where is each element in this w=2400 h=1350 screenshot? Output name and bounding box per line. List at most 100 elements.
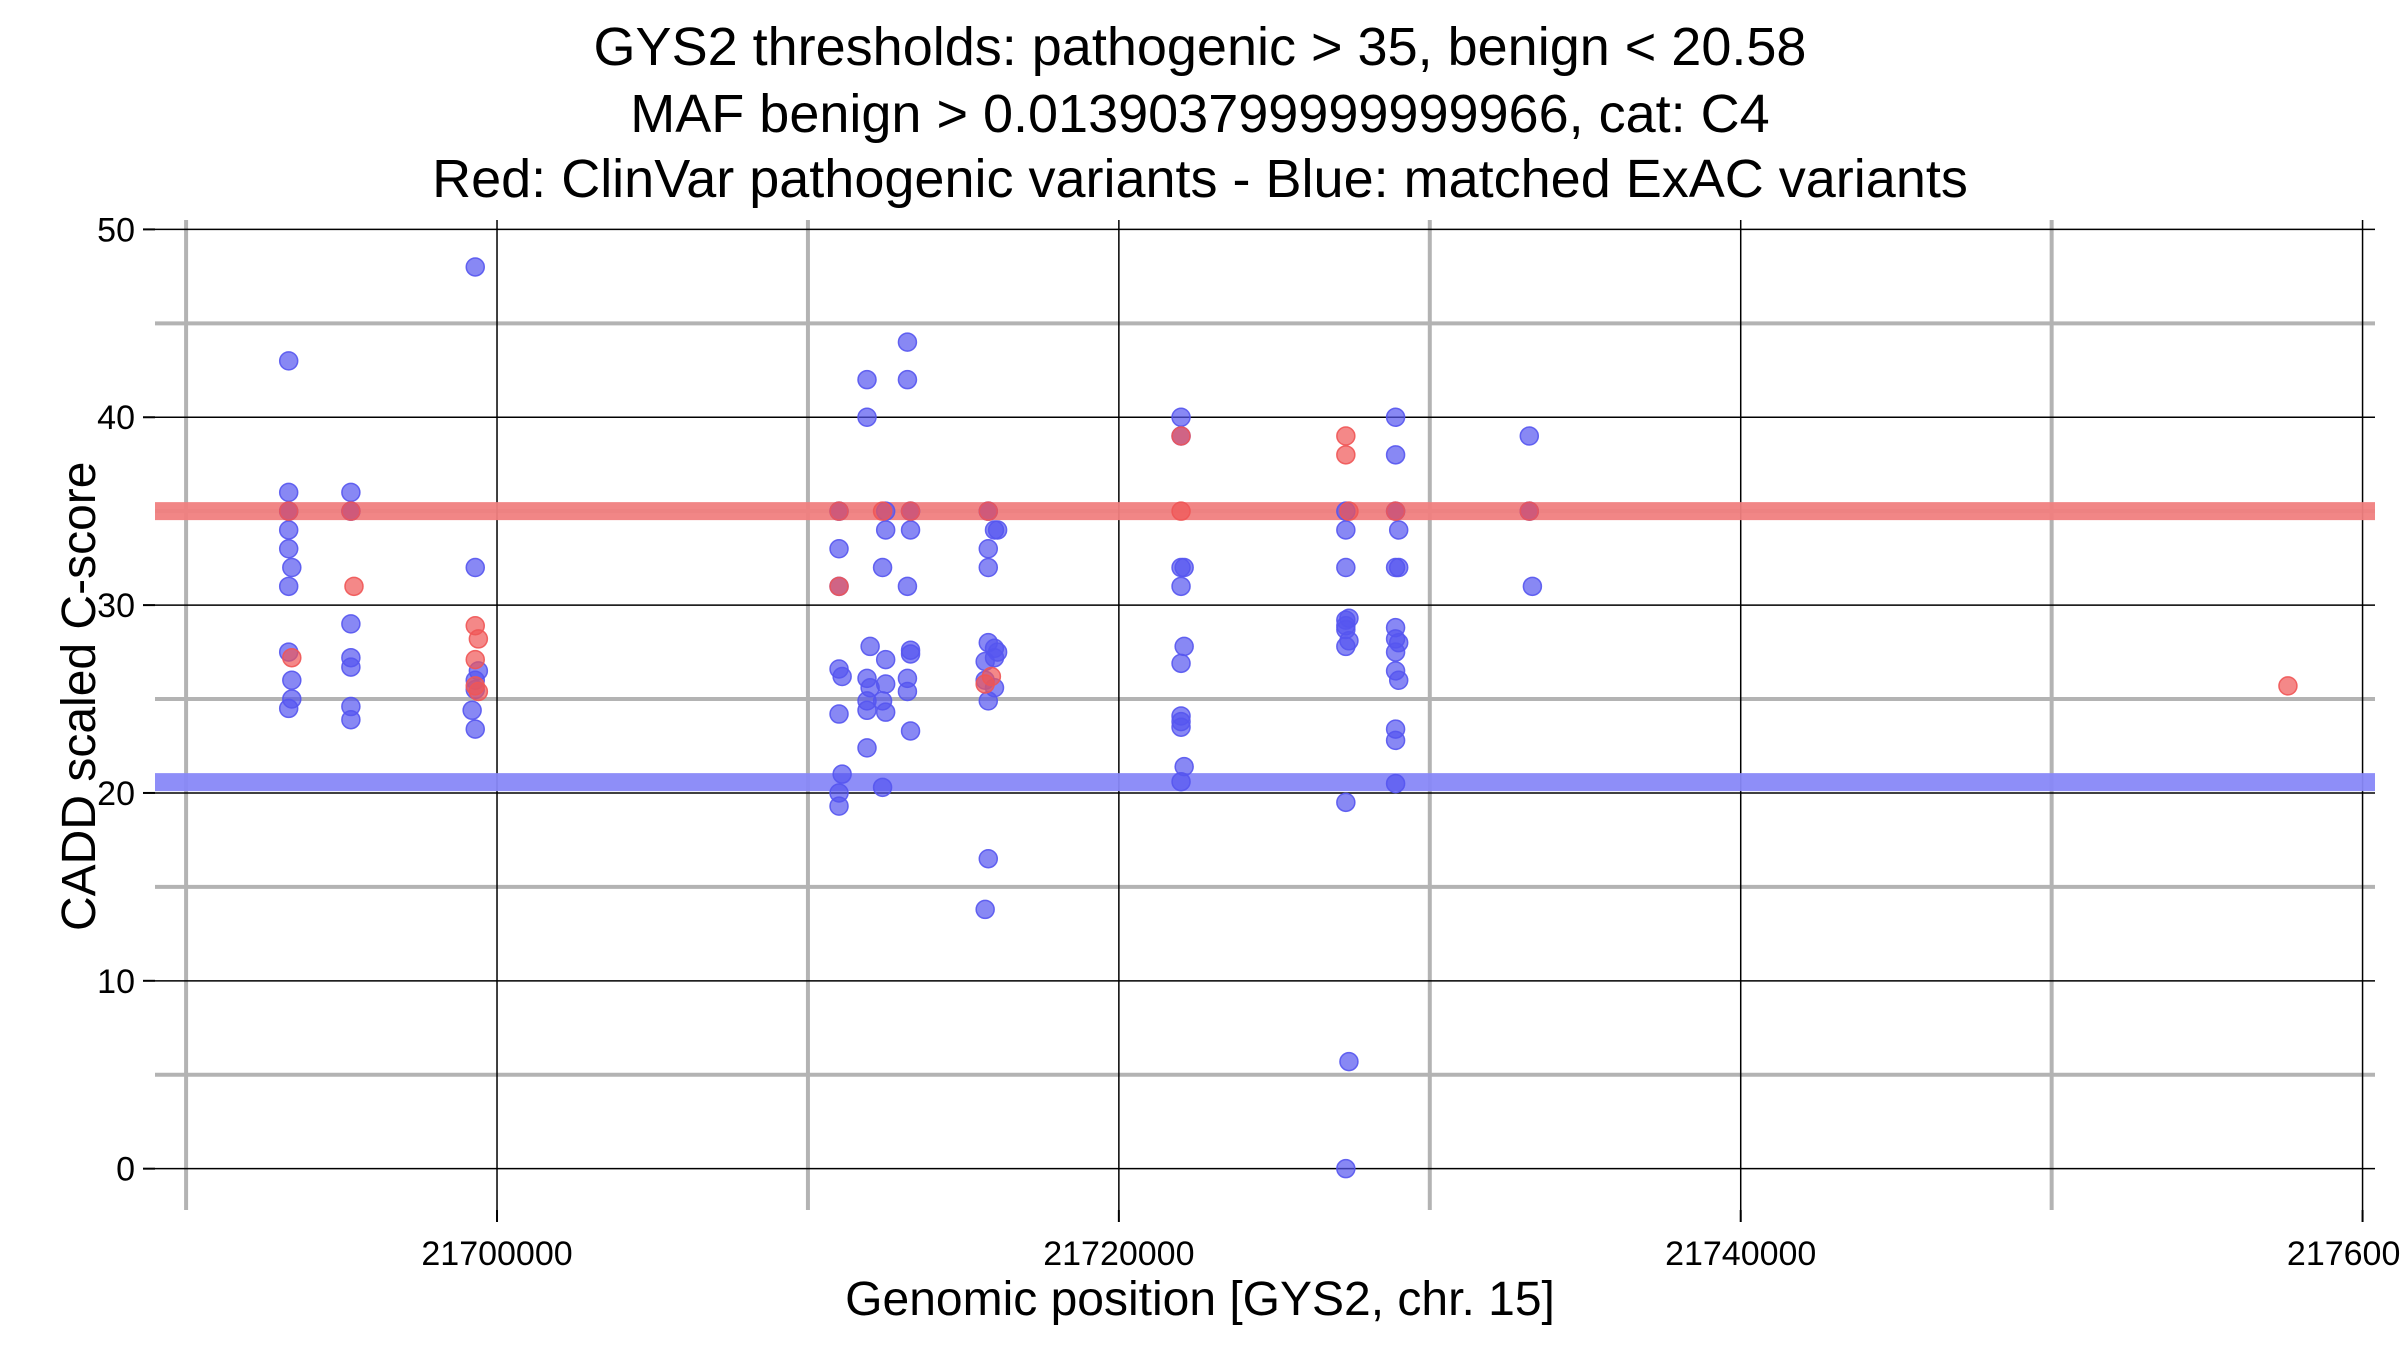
benign-variant-point xyxy=(875,674,896,694)
benign-variant-point xyxy=(1171,576,1191,597)
benign-variant-point xyxy=(875,702,896,722)
benign-variant-point xyxy=(832,764,852,784)
x-tick-label: 21760000 xyxy=(2287,1235,2400,1273)
pathogenic-variant-point xyxy=(468,681,489,702)
benign-variant-point xyxy=(278,482,299,503)
x-tick-label: 21700000 xyxy=(421,1235,572,1273)
benign-variant-point xyxy=(900,721,921,741)
benign-variant-point xyxy=(829,538,849,559)
pathogenic-variant-point xyxy=(2278,676,2298,696)
benign-variant-point xyxy=(857,369,877,390)
benign-variant-point xyxy=(897,681,918,702)
pathogenic-variant-point xyxy=(1336,426,1356,446)
pathogenic-variant-point xyxy=(468,629,489,649)
pathogenic-variant-point xyxy=(341,501,361,521)
benign-variant-point xyxy=(1174,557,1194,578)
benign-variant-point xyxy=(341,657,361,677)
y-tick-label: 0 xyxy=(116,1151,135,1189)
benign-variant-point xyxy=(1171,771,1191,792)
benign-variant-point xyxy=(829,796,849,816)
benign-variant-point xyxy=(278,520,299,540)
pathogenic-variant-point xyxy=(1385,501,1406,521)
pathogenic-variant-point xyxy=(829,576,849,597)
benign-variant-point xyxy=(282,557,302,578)
x-tick-label: 21720000 xyxy=(1043,1235,1194,1273)
benign-variant-point xyxy=(1522,576,1543,597)
benign-variant-point xyxy=(872,777,893,798)
pathogenic-variant-point xyxy=(1171,501,1191,521)
pathogenic-variant-point xyxy=(829,501,849,521)
benign-variant-point xyxy=(1174,636,1194,657)
benign-variant-point xyxy=(462,700,482,721)
benign-variant-point xyxy=(897,576,918,597)
benign-variant-point xyxy=(1388,557,1409,578)
chart-title-line-1: GYS2 thresholds: pathogenic > 35, benign… xyxy=(593,17,1807,77)
benign-variant-point xyxy=(857,407,877,427)
benign-variant-point xyxy=(875,520,896,540)
benign-variant-point xyxy=(978,557,999,578)
benign-variant-point xyxy=(978,691,999,711)
benign-variant-point xyxy=(1388,670,1409,690)
pathogenic-variant-point xyxy=(278,501,299,521)
benign-variant-point xyxy=(900,644,921,664)
chart-title-line-3: Red: ClinVar pathogenic variants - Blue:… xyxy=(432,149,1968,209)
benign-variant-point xyxy=(875,649,896,670)
benign-variant-point xyxy=(857,700,877,721)
benign-variant-point xyxy=(978,848,999,869)
benign-variant-point xyxy=(465,257,486,277)
benign-variant-point xyxy=(1171,407,1191,427)
benign-variant-point xyxy=(872,557,893,578)
pathogenic-variant-point xyxy=(1339,501,1359,521)
pathogenic-variant-point xyxy=(282,647,302,668)
benign-variant-point xyxy=(1385,445,1406,465)
benign-variant-point xyxy=(341,482,361,503)
y-tick-label: 10 xyxy=(97,963,135,1001)
pathogenic-variant-point xyxy=(1519,501,1540,521)
x-tick-label: 21740000 xyxy=(1665,1235,1816,1273)
benign-variant-point xyxy=(465,557,486,578)
benign-variant-point xyxy=(897,332,918,352)
benign-variant-point xyxy=(278,538,299,559)
benign-variant-point xyxy=(1385,730,1406,751)
benign-variant-point xyxy=(278,576,299,597)
y-tick-label: 40 xyxy=(97,399,135,437)
pathogenic-variant-point xyxy=(1336,445,1356,465)
pathogenic-variant-point xyxy=(978,501,999,521)
chart-title-line-2: MAF benign > 0.013903799999999966, cat: … xyxy=(630,84,1770,144)
benign-variant-point xyxy=(341,614,361,634)
benign-variant-point xyxy=(897,369,918,390)
benign-variant-point xyxy=(860,636,880,657)
benign-variant-point xyxy=(1519,426,1540,446)
y-tick-label: 30 xyxy=(97,587,135,625)
pathogenic-variant-point xyxy=(465,649,486,670)
benign-variant-point xyxy=(857,738,877,758)
benign-variant-point xyxy=(465,719,486,739)
y-tick-label: 20 xyxy=(97,775,135,813)
benign-variant-point xyxy=(1336,1158,1356,1179)
x-axis-label: Genomic position [GYS2, chr. 15] xyxy=(845,1273,1555,1326)
benign-variant-point xyxy=(1336,520,1356,540)
y-axis-label: CADD scaled C-score xyxy=(53,461,106,931)
benign-variant-point xyxy=(1171,717,1191,737)
benign-variant-point xyxy=(978,538,999,559)
benign-variant-point xyxy=(282,670,302,690)
y-tick-label: 50 xyxy=(97,211,135,249)
benign-variant-point xyxy=(1171,653,1191,674)
benign-variant-point xyxy=(1385,773,1406,794)
benign-variant-point xyxy=(1336,557,1356,578)
benign-variant-point xyxy=(832,666,852,687)
pathogenic-variant-point xyxy=(975,674,995,694)
benign-variant-point xyxy=(975,899,995,920)
benign-variant-point xyxy=(1385,407,1406,427)
pathogenic-variant-point xyxy=(1171,426,1191,446)
benign-variant-point xyxy=(278,698,299,719)
benign-variant-point xyxy=(1339,1051,1359,1072)
benign-variant-point xyxy=(1336,636,1356,657)
benign-variant-point xyxy=(1388,520,1409,540)
pathogenic-variant-point xyxy=(900,501,921,521)
benign-variant-point xyxy=(987,520,1008,540)
benign-variant-point xyxy=(829,704,849,724)
benign-variant-point xyxy=(278,351,299,371)
